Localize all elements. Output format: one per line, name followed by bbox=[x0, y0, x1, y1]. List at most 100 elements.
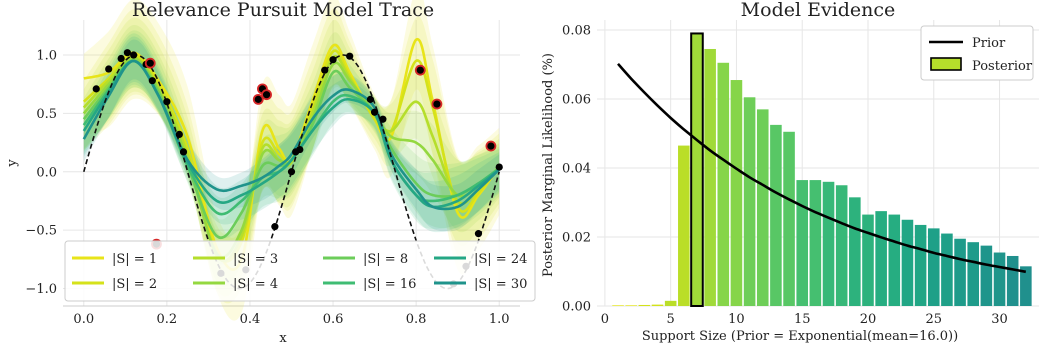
outlier-point bbox=[414, 64, 426, 76]
right-x-tick-label: 15 bbox=[794, 312, 811, 327]
bar bbox=[612, 305, 624, 306]
left-y-tick-label: −1.0 bbox=[25, 282, 57, 297]
data-point bbox=[370, 108, 379, 116]
bar bbox=[625, 305, 637, 306]
data-point bbox=[287, 168, 296, 176]
right-x-tick-label: 30 bbox=[991, 312, 1008, 327]
left-x-tick-label: 0.0 bbox=[73, 312, 94, 327]
bar bbox=[756, 109, 769, 307]
left-x-axis-label: x bbox=[279, 331, 287, 346]
data-point bbox=[105, 65, 113, 73]
data-point bbox=[179, 148, 188, 156]
left-y-tick-label: 1.0 bbox=[36, 49, 57, 64]
data-point bbox=[346, 52, 354, 60]
data-point bbox=[474, 230, 483, 238]
data-point bbox=[296, 145, 304, 154]
bar bbox=[1020, 266, 1032, 306]
data-point bbox=[271, 223, 279, 231]
bar bbox=[770, 124, 782, 306]
left-grid bbox=[63, 20, 520, 307]
bar bbox=[875, 211, 887, 306]
right-x-tick-label: 20 bbox=[860, 312, 877, 327]
bar bbox=[993, 252, 1006, 306]
right-x-tick-label: 10 bbox=[728, 312, 745, 327]
bar bbox=[743, 97, 756, 306]
bar bbox=[862, 214, 874, 306]
bar bbox=[678, 145, 690, 306]
left-x-tick-label: 0.6 bbox=[323, 312, 344, 327]
bar bbox=[717, 62, 730, 306]
bar bbox=[954, 238, 966, 306]
highlighted-bar bbox=[690, 32, 704, 308]
data-point bbox=[379, 115, 387, 123]
confidence-band bbox=[83, 17, 500, 297]
right-y-tick-label: 0.02 bbox=[562, 231, 591, 246]
data-point bbox=[495, 163, 503, 171]
left-x-ticks: 0.0 0.2 0.4 0.6 0.8 1.0 bbox=[73, 312, 509, 327]
right-legend: Prior Posterior bbox=[920, 25, 1034, 81]
legend-label: |S| = 1 bbox=[112, 252, 157, 267]
model-trace-chart: 0.0 0.2 0.4 0.6 0.8 1.0 −1.0 −0.5 0.0 0.5 1.0 Rel… bbox=[5, 0, 536, 346]
legend-label: |S| = 8 bbox=[363, 252, 408, 267]
data-point bbox=[366, 95, 375, 103]
data-point bbox=[117, 54, 125, 63]
legend-posterior-label: Posterior bbox=[972, 59, 1033, 74]
data-point bbox=[130, 51, 138, 59]
legend-label: |S| = 16 bbox=[363, 277, 416, 292]
data-point bbox=[175, 130, 183, 138]
right-x-tick-label: 0 bbox=[601, 312, 609, 327]
right-y-axis-label: Posterior Marginal Likelihood (%) bbox=[541, 53, 556, 277]
legend-label: |S| = 4 bbox=[233, 277, 278, 292]
left-y-axis-label: y bbox=[5, 159, 20, 168]
bar bbox=[704, 48, 716, 306]
bar bbox=[822, 181, 835, 306]
legend-label: |S| = 24 bbox=[474, 252, 527, 267]
left-chart-title: Relevance Pursuit Model Trace bbox=[132, 0, 434, 21]
left-x-tick-label: 0.4 bbox=[240, 312, 261, 327]
left-x-tick-label: 0.2 bbox=[157, 312, 178, 327]
left-legend: |S| = 1 |S| = 2 |S| = 3 |S| = 4 |S| = 8 |S| =… bbox=[64, 240, 536, 302]
outlier-point bbox=[485, 140, 497, 152]
bar bbox=[835, 185, 848, 306]
bar bbox=[664, 300, 677, 306]
confidence-band bbox=[83, 33, 500, 239]
outlier-point bbox=[144, 57, 156, 69]
outlier-point bbox=[431, 98, 443, 110]
model-evidence-chart: 0 5 10 15 20 25 30 0.00 0.02 0.04 0.06 0.08 Model … bbox=[541, 0, 1039, 344]
bar bbox=[796, 180, 809, 306]
bar bbox=[941, 233, 953, 306]
left-y-tick-label: 0.0 bbox=[36, 165, 57, 180]
legend-label: |S| = 3 bbox=[233, 252, 278, 267]
data-point bbox=[123, 49, 131, 57]
bar bbox=[914, 224, 927, 306]
legend-label: |S| = 30 bbox=[474, 277, 527, 292]
left-x-tick-label: 0.8 bbox=[406, 312, 427, 327]
bar bbox=[849, 197, 861, 306]
left-legend-box bbox=[64, 240, 536, 302]
bar bbox=[1006, 255, 1019, 306]
right-y-tick-label: 0.00 bbox=[562, 300, 591, 315]
right-x-ticks: 0 5 10 15 20 25 30 bbox=[601, 312, 1008, 327]
left-y-ticks: −1.0 −0.5 0.0 0.5 1.0 bbox=[25, 49, 57, 297]
bar bbox=[809, 180, 822, 306]
bar bbox=[888, 214, 901, 306]
right-bars bbox=[612, 32, 1032, 308]
bar bbox=[980, 245, 993, 306]
confidence-band bbox=[83, 30, 500, 265]
data-point bbox=[163, 98, 171, 106]
legend-posterior-swatch bbox=[930, 57, 962, 71]
bar bbox=[967, 242, 980, 306]
bar bbox=[901, 219, 914, 306]
bar bbox=[730, 80, 743, 306]
series-line bbox=[82, 59, 501, 211]
right-x-tick-label: 25 bbox=[925, 312, 942, 327]
right-y-ticks: 0.00 0.02 0.04 0.06 0.08 bbox=[562, 24, 591, 315]
prior-curve bbox=[617, 62, 1027, 274]
bar bbox=[638, 304, 651, 306]
right-chart-title: Model Evidence bbox=[741, 0, 896, 21]
outlier-point bbox=[252, 93, 264, 105]
confidence-band bbox=[83, 36, 500, 233]
outlier-point bbox=[261, 89, 272, 101]
bar bbox=[783, 131, 795, 306]
